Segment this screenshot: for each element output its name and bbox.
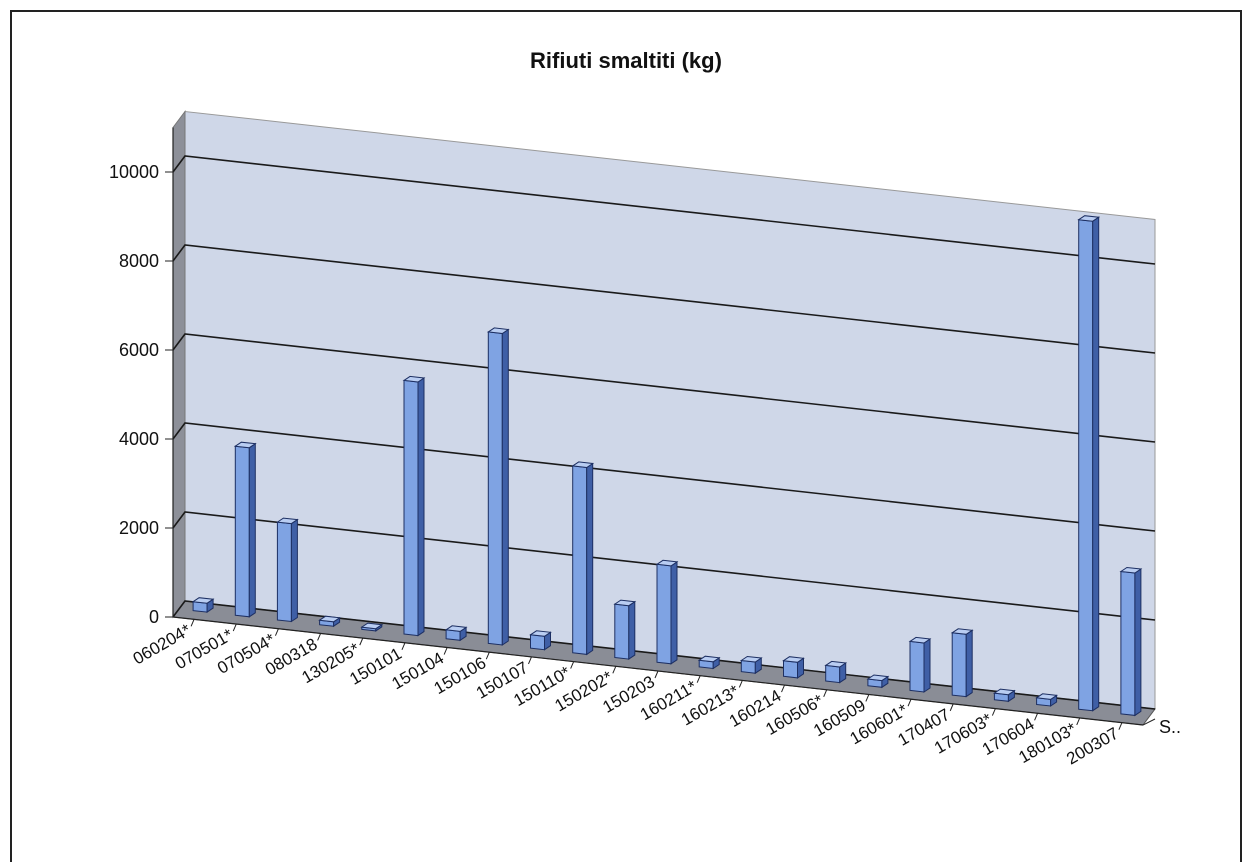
x-tick bbox=[949, 703, 954, 712]
bar-top-180103* bbox=[1077, 215, 1101, 222]
bar-top-160506* bbox=[824, 660, 848, 668]
y-tick-label: 6000 bbox=[119, 340, 159, 360]
bar-side-180103* bbox=[1092, 216, 1100, 712]
x-tick bbox=[696, 675, 701, 683]
x-tick bbox=[1118, 722, 1123, 730]
bar-top-160601* bbox=[908, 636, 932, 644]
bar-side-200307 bbox=[1134, 568, 1142, 717]
bar-front-160214 bbox=[783, 660, 798, 679]
x-tick bbox=[528, 656, 532, 665]
gridline bbox=[172, 333, 1156, 443]
bar-top-170407 bbox=[950, 628, 974, 635]
bar-top-200307 bbox=[1119, 566, 1143, 574]
bar-front-160506* bbox=[825, 664, 841, 684]
x-tick bbox=[485, 652, 490, 660]
bar-top-150104 bbox=[444, 625, 468, 632]
bar-front-070504* bbox=[276, 521, 292, 623]
y-tick-label: 2000 bbox=[119, 518, 159, 538]
x-tick bbox=[401, 642, 406, 651]
bar-top-070504* bbox=[275, 517, 299, 525]
y-tick-label: 4000 bbox=[119, 429, 159, 449]
x-tick bbox=[991, 708, 996, 716]
x-tick bbox=[359, 637, 364, 646]
y-tick-label: 10000 bbox=[109, 162, 159, 182]
bar-side-150110* bbox=[586, 462, 594, 656]
gridline bbox=[172, 244, 1156, 354]
series-axis-tick bbox=[1142, 718, 1156, 726]
bar-front-150106 bbox=[487, 331, 503, 646]
bar-top-160509 bbox=[866, 674, 890, 682]
y-tick-label: 8000 bbox=[119, 251, 159, 271]
bar-top-160214 bbox=[782, 656, 805, 663]
bar-front-150110* bbox=[572, 465, 588, 655]
bar-front-150202* bbox=[614, 603, 630, 660]
x-tick bbox=[865, 694, 870, 702]
bar-top-150107 bbox=[529, 630, 552, 637]
x-tick bbox=[232, 623, 237, 632]
chart-frame bbox=[10, 10, 1242, 862]
x-tick bbox=[781, 684, 785, 693]
x-tick bbox=[1034, 713, 1039, 721]
bar-top-160211* bbox=[697, 655, 721, 663]
bar-side-150203 bbox=[670, 560, 678, 665]
series-axis-label: S.. bbox=[1159, 717, 1181, 737]
bar-side-150101 bbox=[417, 377, 425, 637]
bar-front-180103* bbox=[1078, 219, 1094, 712]
bar-side-170407 bbox=[965, 629, 973, 698]
bar-side-160601* bbox=[923, 638, 931, 693]
bar-front-150107 bbox=[530, 634, 545, 651]
x-tick bbox=[274, 628, 279, 636]
bar-top-150110* bbox=[571, 461, 595, 469]
bar-front-160601* bbox=[909, 640, 925, 693]
x-tick bbox=[738, 680, 743, 688]
bar-front-150203 bbox=[656, 563, 672, 665]
x-tick bbox=[654, 670, 659, 679]
bar-top-170604 bbox=[1035, 693, 1059, 700]
gridline bbox=[172, 511, 1156, 621]
x-tick bbox=[317, 633, 322, 641]
y-tick-label: 0 bbox=[149, 607, 159, 627]
gridline bbox=[172, 422, 1156, 532]
bar-side-070504* bbox=[290, 518, 298, 623]
x-tick bbox=[570, 661, 575, 669]
bar-front-160213* bbox=[740, 659, 756, 674]
bar-side-150202* bbox=[628, 600, 636, 661]
bar-top-150203 bbox=[655, 559, 679, 567]
bar-top-150106 bbox=[486, 327, 510, 335]
side-wall bbox=[172, 110, 186, 619]
bar-side-070501* bbox=[248, 442, 256, 618]
x-tick bbox=[443, 647, 448, 655]
bar-top-160213* bbox=[739, 655, 763, 663]
bar-top-070501* bbox=[233, 441, 257, 449]
x-tick bbox=[823, 689, 828, 697]
bar-front-200307 bbox=[1120, 570, 1136, 716]
x-tick bbox=[190, 619, 195, 627]
x-tick bbox=[612, 666, 617, 674]
bar-top-150101 bbox=[402, 375, 426, 383]
x-tick bbox=[1076, 717, 1081, 726]
bar-side-150106 bbox=[501, 328, 509, 646]
chart-title: Rifiuti smaltiti (kg) bbox=[530, 48, 722, 73]
bar-top-170603* bbox=[992, 688, 1016, 696]
bar-top-080318 bbox=[318, 615, 342, 623]
x-tick bbox=[907, 698, 912, 707]
bar-front-170407 bbox=[951, 632, 967, 698]
bar-top-130205* bbox=[360, 622, 384, 630]
bar-front-070501* bbox=[234, 445, 250, 618]
bar-front-150101 bbox=[403, 379, 419, 637]
bar-top-150202* bbox=[613, 599, 637, 607]
bar-top-060204* bbox=[191, 597, 215, 604]
gridline bbox=[172, 155, 1156, 265]
